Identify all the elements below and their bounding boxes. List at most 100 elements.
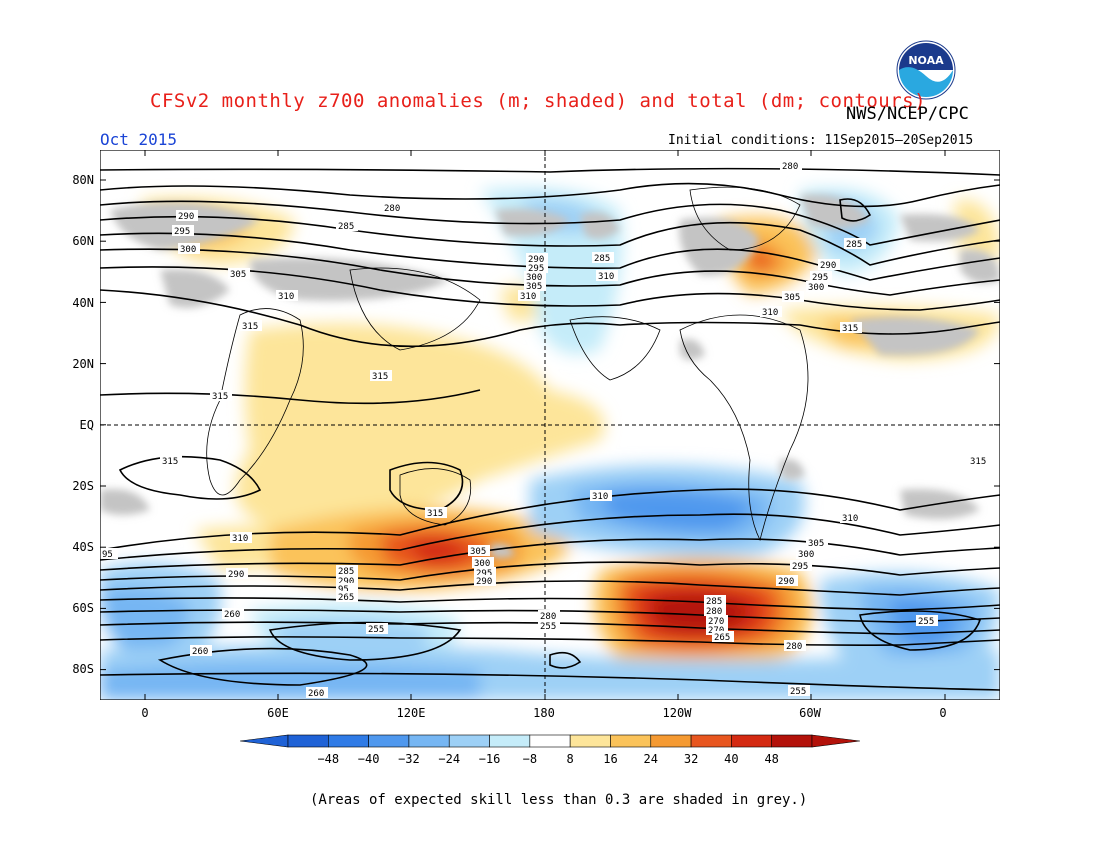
contour-label: 305 [784,293,800,303]
colorbar-swatch [569,734,611,748]
contour-label: 310 [520,292,536,302]
lat-label: 60S [72,601,94,615]
contour-label: 280 [782,162,798,172]
lat-label: 40S [72,540,94,554]
initial-conditions: Initial conditions: 11Sep2015–20Sep2015 [668,133,974,148]
contour-label: 310 [278,292,294,302]
contour-label: 265 [338,593,354,603]
contour-label: 95 [102,550,113,560]
colorbar-tick-label: 32 [684,752,698,766]
colorbar-swatch [448,734,490,748]
contour-label: 280 [706,607,722,617]
lon-label: 60W [799,706,821,720]
colorbar-tick-label: 8 [567,752,574,766]
colorbar-tick-label: 40 [724,752,738,766]
contour-label: 305 [808,539,824,549]
contour-label: 285 [594,254,610,264]
lat-label: 20S [72,479,94,493]
agency-label: NWS/NCEP/CPC [846,104,969,124]
noaa-logo: NOAA [896,40,956,100]
colorbar-tick-label: −48 [317,752,339,766]
colorbar-swatch [287,734,329,748]
lat-label: 80N [72,173,94,187]
colorbar-arrow-low [240,734,289,748]
contour-label: 280 [786,642,802,652]
contour-label: 295 [792,562,808,572]
contour-label: 270 [708,617,724,627]
colorbar-swatch [328,734,369,748]
colorbar-swatch [690,734,732,748]
lat-label: 20N [72,357,94,371]
contour-label: 295 [174,227,190,237]
contour-label: 315 [970,457,986,467]
coastlines [206,186,809,542]
contour-label: 285 [338,222,354,232]
contour-label: 260 [192,647,208,657]
contour-label: 290 [338,577,354,587]
colorbar-arrow-high [811,734,860,748]
contour-label: 315 [372,372,388,382]
contour-label: 310 [232,534,248,544]
contour-label: 315 [842,324,858,334]
logo-text: NOAA [908,54,944,67]
footer-note: (Areas of expected skill less than 0.3 a… [310,792,808,808]
contour-label: 315 [162,457,178,467]
contour-label: 295 [812,273,828,283]
colorbar-tick-label: −32 [398,752,420,766]
contour-label: 315 [242,322,258,332]
contour-label: 280 [540,612,556,622]
contour-label: 315 [427,509,443,519]
lon-label: 0 [141,706,149,720]
colorbar-swatch [368,734,410,748]
contour-label: 255 [368,625,384,635]
contour-label: 310 [592,492,608,502]
contour-label: 255 [540,622,556,632]
contour-label: 300 [474,559,490,569]
contour-label: 300 [798,550,814,560]
colorbar-swatch [731,734,772,748]
contour-label: 290 [228,570,244,580]
contour-label: 300 [180,245,196,255]
colorbar-swatch [408,734,450,748]
contour-label: 255 [918,617,934,627]
contour-label: 285 [338,567,354,577]
colorbar-tick-label: −8 [523,752,537,766]
colorbar-swatch [771,734,813,748]
lon-label: 60E [267,706,289,720]
contour-label: 290 [820,261,836,271]
contour-label: 295 [528,264,544,274]
lon-label: 180 [533,706,555,720]
contour-label: 310 [598,272,614,282]
contour-label: 285 [846,240,862,250]
contour-label: 305 [470,547,486,557]
contour-label: 310 [842,514,858,524]
contour-label: 305 [230,270,246,280]
contour-label: 280 [384,204,400,214]
anomaly-map: 290 295 300 280 285 280 305 310 315 315 … [100,150,1000,700]
colorbar-swatch [610,734,652,748]
colorbar-tick-label: 24 [644,752,658,766]
contour-label: 290 [476,577,492,587]
lat-label: 80S [72,662,94,676]
contour-label: 260 [224,610,240,620]
lat-label: 40N [72,296,94,310]
low-skill-shading [100,194,1000,559]
colorbar-swatch [489,734,531,748]
contour-label: 290 [528,255,544,265]
reference-lines [100,150,1000,700]
colorbar-tick-label: −24 [438,752,460,766]
lat-label: 60N [72,234,94,248]
contour-label: 255 [790,687,806,697]
colorbar-tick-label: −40 [358,752,380,766]
lon-label: 0 [939,706,947,720]
contour-label: 285 [706,597,722,607]
axis-ticks [100,150,1000,700]
contour-label: 260 [308,689,324,699]
contour-label: 300 [808,283,824,293]
contour-label: 95 [338,585,349,595]
contour-label: 290 [778,577,794,587]
contour-label: 265 [714,633,730,643]
colorbar-tick-label: −16 [479,752,501,766]
contour-label: 290 [178,212,194,222]
forecast-month: Oct 2015 [100,130,178,149]
